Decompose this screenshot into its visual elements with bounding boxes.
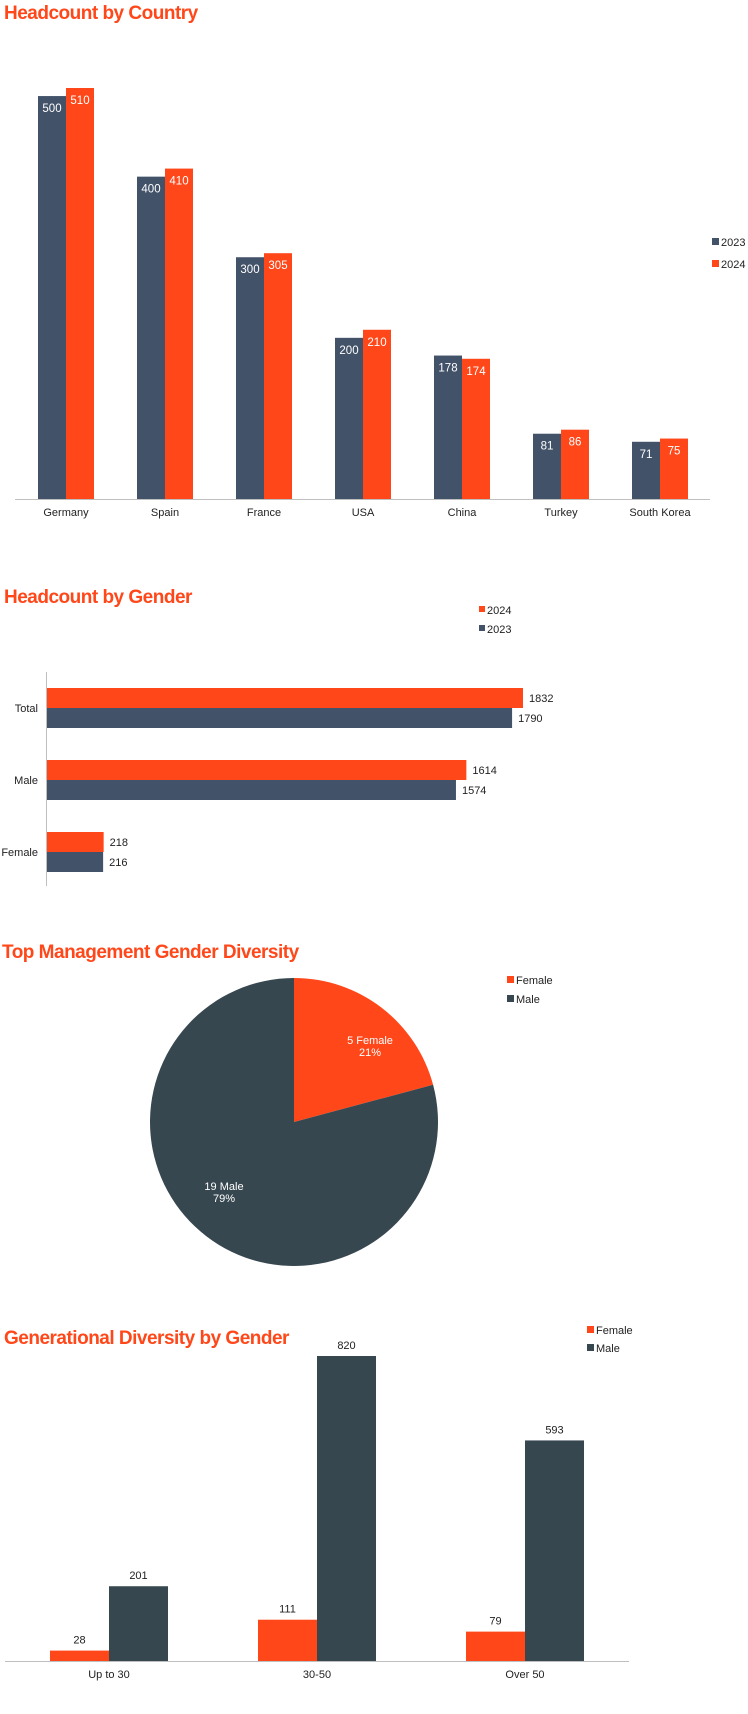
data-label-germany-2024: 510 xyxy=(70,95,89,107)
legend-swatch-female xyxy=(507,976,514,983)
bar-china-2023 xyxy=(434,355,462,499)
legend-label-male: Male xyxy=(516,994,540,1006)
bar-up-to-30-female xyxy=(50,1650,109,1661)
bar-spain-2023 xyxy=(137,176,165,499)
data-label-china-2024: 174 xyxy=(466,366,486,378)
bar-south-korea-2023 xyxy=(632,441,660,499)
data-label-total-2023: 1790 xyxy=(518,713,542,725)
bar-30-50-female xyxy=(258,1619,317,1661)
legend-swatch-2023 xyxy=(479,625,485,631)
legend-label-female: Female xyxy=(596,1325,633,1337)
data-label-total-2024: 1832 xyxy=(529,693,553,705)
chart-title-gender: Headcount by Gender xyxy=(4,587,193,608)
x-tick-china: China xyxy=(448,507,478,519)
data-label-france-2023: 300 xyxy=(240,264,259,276)
legend-swatch-2024 xyxy=(479,606,485,612)
data-label-usa-2024: 210 xyxy=(367,337,386,349)
chart-title-country: Headcount by Country xyxy=(4,3,199,24)
legend-label-2024: 2024 xyxy=(721,259,745,271)
bar-france-2023 xyxy=(236,257,264,499)
x-tick-up-to-30: Up to 30 xyxy=(88,1669,130,1681)
chart-gen: 28 201 Up to 30 111 820 30-50 79 593 Over 50 Fema… xyxy=(5,1325,633,1681)
bar-30-50-male xyxy=(317,1356,376,1661)
legend-label-2024: 2024 xyxy=(487,605,511,617)
data-label-spain-2023: 400 xyxy=(141,184,160,196)
bar-total-2024 xyxy=(47,688,523,708)
x-tick-france: France xyxy=(247,507,281,519)
legend-label-2023: 2023 xyxy=(487,624,511,636)
chart-title-gen: Generational Diversity by Gender xyxy=(4,1328,290,1349)
pie-slice-female xyxy=(294,978,434,1122)
bar-up-to-30-male xyxy=(109,1586,168,1661)
bar-over-50-male xyxy=(525,1440,584,1661)
pie-label-male: 19 Male 79% xyxy=(204,1181,243,1205)
data-label-turkey-2024: 86 xyxy=(569,437,582,449)
pie-label-pct-male: 79% xyxy=(213,1193,235,1205)
y-tick-total: Total xyxy=(15,703,38,715)
bar-turkey-2023 xyxy=(533,433,561,499)
data-label-up-to-30-female: 28 xyxy=(73,1635,85,1647)
chart-country: 500 510 Germany 400 410 Spain 300 305 France 200 2… xyxy=(15,88,745,519)
legend-swatch-2024 xyxy=(712,260,719,267)
data-label-spain-2024: 410 xyxy=(169,176,188,188)
data-label-up-to-30-male: 201 xyxy=(129,1570,147,1582)
data-label-30-50-male: 820 xyxy=(337,1340,355,1352)
bar-spain-2024 xyxy=(165,168,193,499)
bar-france-2024 xyxy=(264,253,292,499)
data-label-germany-2023: 500 xyxy=(42,103,61,115)
y-tick-female: Female xyxy=(1,847,38,859)
data-label-china-2023: 178 xyxy=(438,363,457,375)
legend-label-2023: 2023 xyxy=(721,237,745,249)
bar-china-2024 xyxy=(462,358,490,499)
x-tick-over-50: Over 50 xyxy=(505,1669,544,1681)
bar-usa-2024 xyxy=(363,329,391,499)
data-label-male-2024: 1614 xyxy=(472,765,496,777)
bar-usa-2023 xyxy=(335,337,363,499)
pie-label-count-male: 19 Male xyxy=(204,1181,243,1193)
bar-germany-2023 xyxy=(38,96,66,499)
data-label-france-2024: 305 xyxy=(268,260,287,272)
bar-turkey-2024 xyxy=(561,429,589,499)
x-tick-spain: Spain xyxy=(151,507,179,519)
data-label-30-50-female: 111 xyxy=(279,1604,296,1616)
pie-label-female: 5 Female 21% xyxy=(347,1035,393,1059)
data-label-male-2023: 1574 xyxy=(462,785,486,797)
x-tick-30-50: 30-50 xyxy=(303,1669,331,1681)
data-label-over-50-female: 79 xyxy=(489,1616,501,1628)
x-tick-germany: Germany xyxy=(43,507,89,519)
chart-title-mgmt: Top Management Gender Diversity xyxy=(2,942,300,963)
data-label-female-2024: 218 xyxy=(110,837,128,849)
x-tick-usa: USA xyxy=(352,507,375,519)
bar-germany-2024 xyxy=(66,88,94,499)
data-label-over-50-male: 593 xyxy=(545,1424,563,1436)
y-tick-male: Male xyxy=(14,775,38,787)
pie-label-pct-female: 21% xyxy=(359,1047,381,1059)
pie-label-count-female: 5 Female xyxy=(347,1035,393,1047)
legend-label-male: Male xyxy=(596,1343,620,1355)
data-label-usa-2023: 200 xyxy=(339,345,358,357)
bar-total-2023 xyxy=(47,708,513,728)
x-tick-south-korea: South Korea xyxy=(629,507,691,519)
chart-gender: 1832 1790 Total 1614 1574 Male 218 216 Female 202… xyxy=(1,605,553,886)
pie-slice-male xyxy=(149,978,438,1266)
bar-female-2024 xyxy=(47,832,104,852)
chart-mgmt: 5 Female 21% 19 Male 79% Female Male xyxy=(149,975,553,1266)
legend-swatch-female xyxy=(587,1326,594,1333)
x-tick-turkey: Turkey xyxy=(544,507,578,519)
bar-male-2023 xyxy=(47,780,456,800)
legend-swatch-male xyxy=(507,995,514,1002)
data-label-turkey-2023: 81 xyxy=(541,441,554,453)
legend-swatch-male xyxy=(587,1344,594,1351)
bar-over-50-female xyxy=(466,1631,525,1661)
bar-south-korea-2024 xyxy=(660,438,688,499)
data-label-female-2023: 216 xyxy=(109,857,127,869)
bar-male-2024 xyxy=(47,760,467,780)
legend-swatch-2023 xyxy=(712,238,719,245)
data-label-south-korea-2024: 75 xyxy=(668,446,681,458)
legend-label-female: Female xyxy=(516,975,553,987)
bar-female-2023 xyxy=(47,852,104,872)
data-label-south-korea-2023: 71 xyxy=(640,449,653,461)
